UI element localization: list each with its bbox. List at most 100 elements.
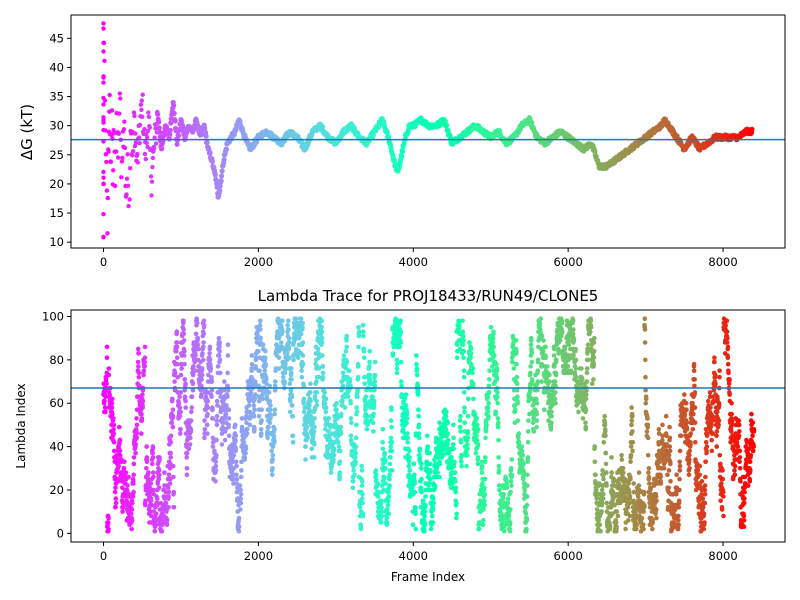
lambda-point bbox=[534, 418, 540, 423]
lambda-point bbox=[413, 505, 418, 510]
lambda-point bbox=[320, 364, 326, 369]
lambda-point bbox=[387, 483, 392, 488]
lambda-point bbox=[407, 468, 413, 473]
delta-g-point bbox=[101, 75, 106, 80]
lambda-point bbox=[293, 316, 299, 322]
lambda-point bbox=[319, 318, 325, 324]
delta-g-point bbox=[122, 119, 127, 124]
lambda-point bbox=[150, 446, 156, 452]
delta-g-point bbox=[127, 197, 132, 202]
lambda-point bbox=[276, 355, 282, 361]
lambda-point bbox=[362, 374, 367, 380]
lambda-point bbox=[389, 424, 394, 430]
lambda-point bbox=[223, 411, 229, 417]
delta-g-point bbox=[195, 124, 201, 130]
lambda-point bbox=[512, 407, 518, 413]
lambda-point bbox=[461, 338, 466, 343]
lambda-point bbox=[133, 442, 138, 447]
delta-g-point bbox=[212, 172, 218, 178]
lambda-point bbox=[539, 379, 544, 384]
lambda-point bbox=[319, 325, 324, 330]
lambda-point bbox=[382, 450, 387, 456]
lambda-point bbox=[289, 366, 294, 371]
lambda-point bbox=[156, 485, 162, 491]
lambda-point bbox=[486, 383, 492, 389]
lambda-point bbox=[363, 394, 369, 400]
lambda-point bbox=[521, 461, 526, 467]
lambda-point bbox=[102, 398, 107, 404]
lambda-point bbox=[225, 383, 230, 389]
lambda-point bbox=[148, 498, 154, 504]
lambda-point bbox=[458, 440, 464, 445]
lambda-point bbox=[413, 509, 418, 514]
lambda-point bbox=[286, 327, 291, 332]
lambda-point bbox=[449, 455, 454, 460]
lambda-point bbox=[504, 485, 510, 491]
lambda-point bbox=[166, 485, 171, 491]
lambda-point bbox=[290, 433, 296, 439]
lambda-point bbox=[547, 379, 552, 384]
lambda-point bbox=[214, 453, 219, 458]
lambda-point bbox=[269, 448, 275, 454]
lambda-point bbox=[630, 413, 635, 419]
lambda-point bbox=[406, 459, 412, 465]
lambda-point bbox=[643, 357, 648, 363]
delta-g-point bbox=[172, 118, 178, 124]
lambda-point bbox=[367, 359, 372, 365]
lambda-point bbox=[270, 453, 276, 458]
lambda-point bbox=[238, 507, 243, 512]
lambda-point bbox=[628, 476, 633, 482]
lambda-point bbox=[193, 331, 199, 337]
delta-g-point bbox=[139, 98, 144, 103]
delta-g-point bbox=[217, 187, 223, 194]
lambda-point bbox=[400, 427, 406, 432]
lambda-point bbox=[628, 459, 633, 465]
lambda-point bbox=[251, 403, 257, 408]
lambda-point bbox=[284, 366, 289, 371]
lambda-point bbox=[365, 420, 371, 426]
lambda-point bbox=[110, 411, 115, 417]
lambda-point bbox=[233, 437, 238, 443]
lambda-point bbox=[205, 411, 210, 417]
lambda-point bbox=[553, 400, 558, 406]
lambda-point bbox=[238, 496, 243, 501]
lambda-point bbox=[531, 429, 537, 434]
lambda-point bbox=[170, 396, 175, 402]
lambda-point bbox=[496, 468, 502, 473]
lambda-point bbox=[349, 420, 354, 426]
lambda-point bbox=[394, 370, 400, 376]
lambda-point bbox=[427, 450, 432, 456]
lambda-point bbox=[634, 526, 639, 532]
lambda-point bbox=[422, 528, 427, 534]
lambda-point bbox=[546, 398, 552, 404]
lambda-point bbox=[484, 422, 489, 428]
lambda-point bbox=[381, 487, 387, 493]
lambda-point bbox=[551, 353, 557, 358]
lambda-point bbox=[201, 357, 206, 363]
lambda-point bbox=[515, 400, 520, 406]
lambda-point bbox=[631, 489, 637, 495]
lambda-point bbox=[286, 335, 292, 341]
delta-g-point bbox=[202, 125, 208, 131]
lambda-point bbox=[465, 435, 471, 441]
delta-g-point bbox=[101, 169, 106, 175]
lambda-point bbox=[174, 348, 179, 354]
lambda-point bbox=[328, 470, 334, 475]
lambda-point bbox=[524, 526, 529, 532]
lambda-point bbox=[298, 331, 304, 337]
lambda-point bbox=[291, 357, 296, 363]
lambda-point bbox=[303, 457, 308, 462]
lambda-point bbox=[183, 398, 188, 404]
lambda-point bbox=[573, 374, 579, 380]
lambda-point bbox=[643, 396, 649, 402]
lambda-point bbox=[233, 446, 239, 452]
lambda-point bbox=[452, 459, 457, 465]
lambda-point bbox=[428, 468, 433, 473]
lambda-point bbox=[553, 372, 559, 378]
lambda-point bbox=[267, 420, 273, 426]
delta-g-point bbox=[221, 157, 227, 163]
lambda-point bbox=[388, 444, 394, 449]
lambda-point bbox=[327, 437, 333, 443]
lambda-point bbox=[299, 368, 304, 374]
lambda-point bbox=[415, 390, 421, 395]
